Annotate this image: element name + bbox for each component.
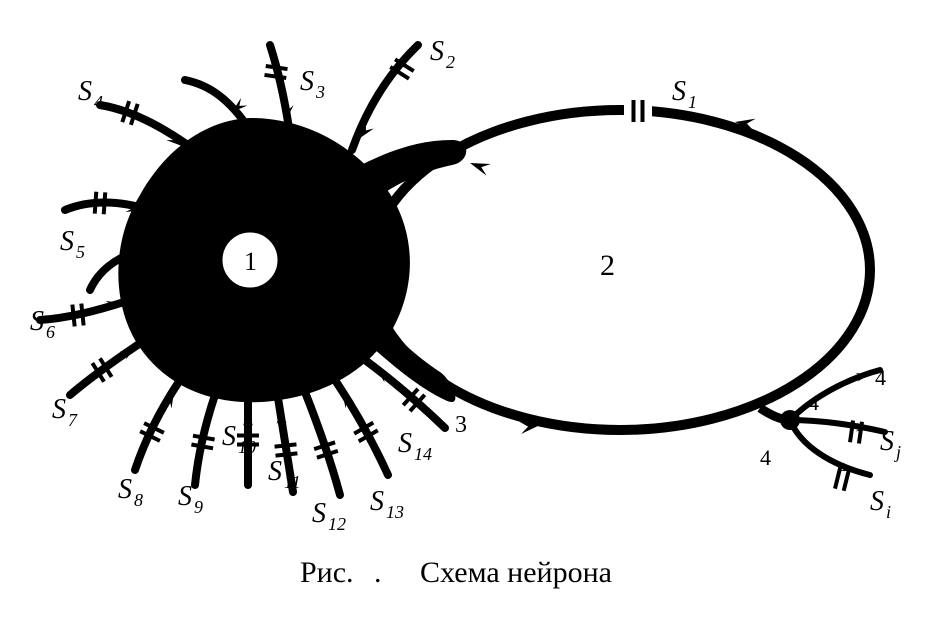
dendrite-s4 [100,105,195,150]
neuron-diagram: S1S2S3S4S5S6S7S8S9S10S11S12S13S14SjSi123… [0,0,926,626]
soma-loop-join-bottom [366,318,455,402]
label-sub-14: 14 [414,444,432,464]
dendrite-s3b [185,80,250,130]
label-sub-j: j [894,442,901,462]
soma-loop-join-top [355,140,466,205]
caption-text: Схема нейрона [420,556,612,589]
label-S10: S [222,421,236,452]
label-sub-8: 8 [134,490,143,510]
region-label-4: 4 [875,365,886,390]
label-S9: S [178,481,192,512]
label-S2: S [430,36,444,67]
label-sub-13: 13 [386,502,404,522]
label-S7: S [52,394,66,425]
axon-branch-1 [790,420,885,432]
region-label-4: 4 [808,390,819,415]
region-label-1: 1 [244,247,257,276]
label-sub-7: 7 [68,410,78,430]
label-S4: S [78,76,92,107]
label-sub-2: 2 [446,52,455,72]
label-S8: S [118,474,132,505]
label-S12: S [312,498,326,529]
arrow-icon [468,157,491,176]
label-Sj: S [880,426,894,457]
label-S1: S [672,76,686,107]
label-sub-10: 10 [238,437,256,457]
label-sub-3: 3 [315,82,325,102]
loop-gap [624,100,652,122]
label-sub-5: 5 [76,242,85,262]
region-label-2: 2 [600,249,615,282]
label-S14: S [398,428,412,459]
label-S5: S [60,226,74,257]
label-S11: S [268,456,282,487]
label-Si: S [870,486,884,517]
label-sub-4: 4 [94,92,103,112]
label-sub-9: 9 [194,497,203,517]
caption-dots: . [374,556,382,589]
region-label-3: 3 [455,412,467,438]
caption-prefix: Рис. [300,556,354,589]
label-sub-12: 12 [328,514,346,534]
label-S6: S [30,306,44,337]
label-sub-1: 1 [688,92,697,112]
label-sub-11: 11 [284,472,301,492]
label-S13: S [370,486,384,517]
label-sub-i: i [886,502,891,522]
label-S3: S [300,66,314,97]
region-label-4: 4 [760,445,771,470]
label-sub-6: 6 [46,322,55,342]
